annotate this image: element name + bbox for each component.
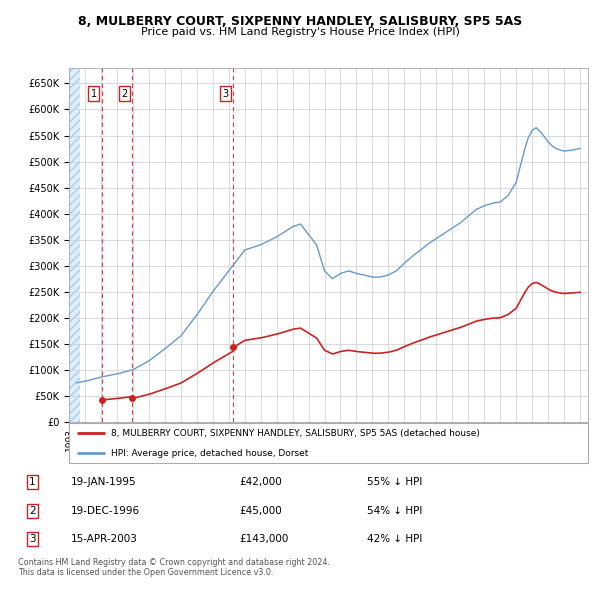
- Text: 1: 1: [91, 89, 97, 99]
- Text: 42% ↓ HPI: 42% ↓ HPI: [367, 534, 422, 544]
- Text: 3: 3: [29, 534, 36, 544]
- Text: 19-DEC-1996: 19-DEC-1996: [70, 506, 140, 516]
- Text: 1: 1: [29, 477, 36, 487]
- Text: HPI: Average price, detached house, Dorset: HPI: Average price, detached house, Dors…: [110, 448, 308, 458]
- Text: 8, MULBERRY COURT, SIXPENNY HANDLEY, SALISBURY, SP5 5AS: 8, MULBERRY COURT, SIXPENNY HANDLEY, SAL…: [78, 15, 522, 28]
- Text: £143,000: £143,000: [239, 534, 289, 544]
- Text: 8, MULBERRY COURT, SIXPENNY HANDLEY, SALISBURY, SP5 5AS (detached house): 8, MULBERRY COURT, SIXPENNY HANDLEY, SAL…: [110, 428, 479, 438]
- Text: 19-JAN-1995: 19-JAN-1995: [70, 477, 136, 487]
- FancyBboxPatch shape: [69, 423, 588, 463]
- Text: Price paid vs. HM Land Registry's House Price Index (HPI): Price paid vs. HM Land Registry's House …: [140, 27, 460, 37]
- Text: 2: 2: [121, 89, 128, 99]
- Text: 2: 2: [29, 506, 36, 516]
- Text: 3: 3: [222, 89, 229, 99]
- Text: 55% ↓ HPI: 55% ↓ HPI: [367, 477, 422, 487]
- Text: £42,000: £42,000: [239, 477, 282, 487]
- Text: 15-APR-2003: 15-APR-2003: [70, 534, 137, 544]
- Bar: [69, 68, 80, 422]
- Text: Contains HM Land Registry data © Crown copyright and database right 2024.
This d: Contains HM Land Registry data © Crown c…: [18, 558, 330, 577]
- Text: £45,000: £45,000: [239, 506, 282, 516]
- Text: 54% ↓ HPI: 54% ↓ HPI: [367, 506, 422, 516]
